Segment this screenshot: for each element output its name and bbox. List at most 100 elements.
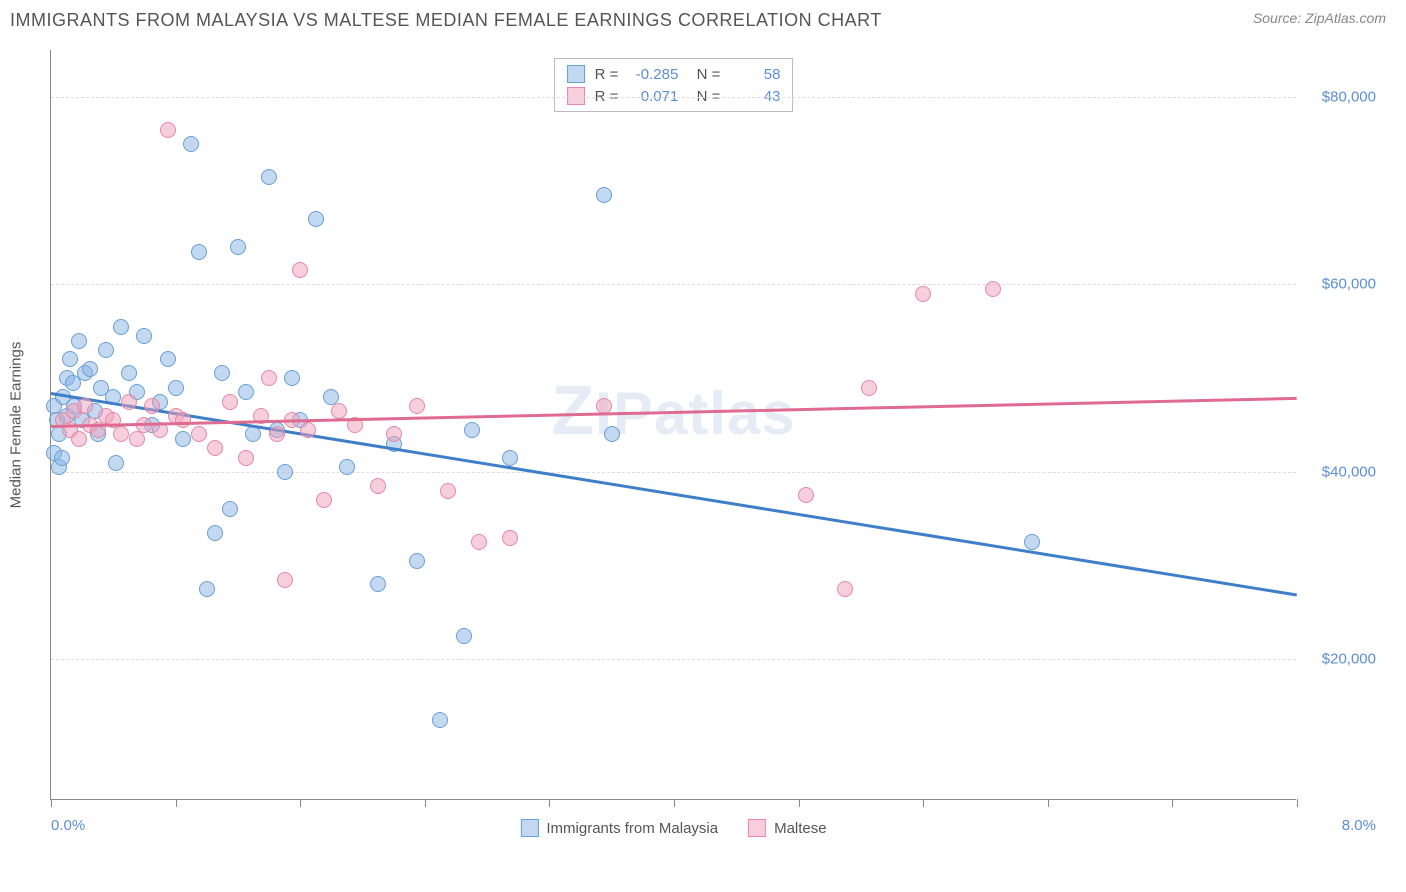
scatter-point-malaysia <box>456 628 472 644</box>
scatter-point-malaysia <box>409 553 425 569</box>
scatter-point-malaysia <box>82 361 98 377</box>
scatter-point-malaysia <box>168 380 184 396</box>
scatter-point-maltese <box>502 530 518 546</box>
scatter-point-malaysia <box>339 459 355 475</box>
y-tick-label: $20,000 <box>1306 651 1376 668</box>
x-axis-max-label: 8.0% <box>1342 817 1376 834</box>
scatter-point-maltese <box>837 581 853 597</box>
x-tick <box>923 799 924 807</box>
scatter-point-malaysia <box>230 239 246 255</box>
scatter-point-malaysia <box>98 342 114 358</box>
scatter-point-malaysia <box>238 384 254 400</box>
stat-n-label: N = <box>688 66 720 83</box>
scatter-point-maltese <box>121 394 137 410</box>
scatter-point-maltese <box>300 422 316 438</box>
scatter-point-maltese <box>160 122 176 138</box>
legend-item-maltese: Maltese <box>748 819 827 837</box>
grid-line <box>51 97 1296 98</box>
scatter-point-malaysia <box>245 426 261 442</box>
chart-container: ZIPatlas Median Female Earnings R =-0.28… <box>50 50 1386 840</box>
x-tick <box>300 799 301 807</box>
scatter-point-maltese <box>238 450 254 466</box>
scatter-point-malaysia <box>596 187 612 203</box>
scatter-point-maltese <box>113 426 129 442</box>
scatter-point-malaysia <box>277 464 293 480</box>
grid-line <box>51 659 1296 660</box>
scatter-point-malaysia <box>136 328 152 344</box>
scatter-point-malaysia <box>222 501 238 517</box>
legend-swatch-malaysia <box>520 819 538 837</box>
scatter-point-maltese <box>77 398 93 414</box>
scatter-point-maltese <box>292 262 308 278</box>
scatter-point-malaysia <box>207 525 223 541</box>
scatter-point-malaysia <box>108 455 124 471</box>
grid-line <box>51 472 1296 473</box>
scatter-point-maltese <box>370 478 386 494</box>
x-tick <box>799 799 800 807</box>
scatter-point-malaysia <box>464 422 480 438</box>
scatter-point-maltese <box>985 281 1001 297</box>
plot-area: ZIPatlas Median Female Earnings R =-0.28… <box>50 50 1296 800</box>
x-tick <box>51 799 52 807</box>
source-attribution: Source: ZipAtlas.com <box>1253 10 1386 26</box>
scatter-point-malaysia <box>62 351 78 367</box>
scatter-point-malaysia <box>502 450 518 466</box>
scatter-point-malaysia <box>370 576 386 592</box>
scatter-point-maltese <box>409 398 425 414</box>
legend-item-malaysia: Immigrants from Malaysia <box>520 819 718 837</box>
scatter-point-malaysia <box>199 581 215 597</box>
scatter-point-maltese <box>316 492 332 508</box>
scatter-point-maltese <box>261 370 277 386</box>
scatter-point-maltese <box>144 398 160 414</box>
stat-r-value-malaysia: -0.285 <box>628 66 678 83</box>
scatter-point-malaysia <box>183 136 199 152</box>
scatter-point-maltese <box>861 380 877 396</box>
scatter-point-malaysia <box>1024 534 1040 550</box>
stat-n-value-malaysia: 58 <box>730 66 780 83</box>
scatter-point-maltese <box>191 426 207 442</box>
x-tick <box>1297 799 1298 807</box>
stats-row-malaysia: R = -0.285 N = 58 <box>567 63 781 85</box>
legend-label-malaysia: Immigrants from Malaysia <box>546 820 718 837</box>
scatter-point-maltese <box>207 440 223 456</box>
scatter-point-maltese <box>386 426 402 442</box>
scatter-point-maltese <box>269 426 285 442</box>
x-tick <box>1172 799 1173 807</box>
chart-title: IMMIGRANTS FROM MALAYSIA VS MALTESE MEDI… <box>10 10 882 31</box>
swatch-malaysia <box>567 65 585 83</box>
stats-legend-box: R =-0.285 N =58R =0.071 N =43 <box>554 58 794 112</box>
scatter-point-maltese <box>331 403 347 419</box>
scatter-point-malaysia <box>160 351 176 367</box>
scatter-point-maltese <box>277 572 293 588</box>
scatter-point-malaysia <box>54 450 70 466</box>
series-legend: Immigrants from Malaysia Maltese <box>520 819 826 837</box>
x-axis-min-label: 0.0% <box>51 817 85 834</box>
scatter-point-malaysia <box>432 712 448 728</box>
scatter-point-malaysia <box>214 365 230 381</box>
scatter-point-malaysia <box>175 431 191 447</box>
scatter-point-maltese <box>798 487 814 503</box>
scatter-point-malaysia <box>308 211 324 227</box>
scatter-point-malaysia <box>113 319 129 335</box>
scatter-point-malaysia <box>284 370 300 386</box>
y-tick-label: $60,000 <box>1306 276 1376 293</box>
x-tick <box>1048 799 1049 807</box>
scatter-point-maltese <box>222 394 238 410</box>
y-axis-title: Median Female Earnings <box>8 341 25 508</box>
grid-line <box>51 284 1296 285</box>
x-tick <box>674 799 675 807</box>
x-tick <box>176 799 177 807</box>
scatter-point-malaysia <box>121 365 137 381</box>
x-tick <box>549 799 550 807</box>
y-tick-label: $40,000 <box>1306 463 1376 480</box>
scatter-point-maltese <box>440 483 456 499</box>
scatter-point-malaysia <box>71 333 87 349</box>
scatter-point-maltese <box>175 412 191 428</box>
x-tick <box>425 799 426 807</box>
legend-swatch-maltese <box>748 819 766 837</box>
stat-r-label: R = <box>595 66 619 83</box>
scatter-point-malaysia <box>191 244 207 260</box>
legend-label-maltese: Maltese <box>774 820 827 837</box>
scatter-point-malaysia <box>261 169 277 185</box>
scatter-point-maltese <box>129 431 145 447</box>
